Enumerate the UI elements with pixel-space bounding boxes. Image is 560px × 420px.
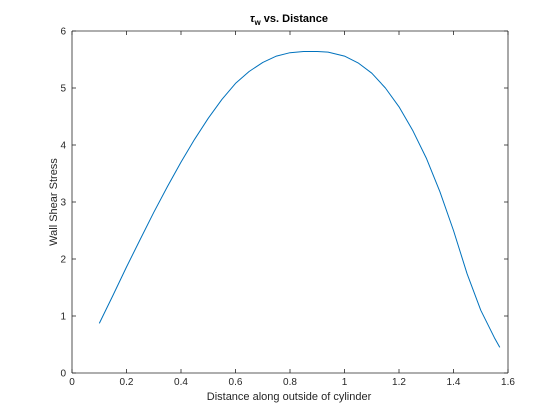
y-tick-label: 5 bbox=[60, 84, 66, 95]
y-tick-label: 1 bbox=[60, 312, 66, 323]
chart-title-symbol: τ bbox=[250, 13, 255, 25]
x-tick-label: 1.6 bbox=[501, 377, 515, 388]
x-tick-label: 1.2 bbox=[392, 377, 406, 388]
x-tick-label: 1 bbox=[342, 377, 348, 388]
x-tick-label: 1.4 bbox=[447, 377, 461, 388]
x-tick-label: 0 bbox=[69, 377, 75, 388]
x-axis-label: Distance along outside of cylinder bbox=[207, 391, 372, 403]
x-tick-label: 0.6 bbox=[229, 377, 243, 388]
y-axis-label: Wall Shear Stress bbox=[48, 158, 60, 246]
plot-area: 0 0.2 0.4 0.6 0.8 1 1.2 1.4 1.6 0 1 2 3 4 5 6 bbox=[60, 27, 515, 389]
y-tick-label: 4 bbox=[60, 141, 66, 152]
chart-title-text: vs. Distance bbox=[261, 13, 328, 25]
x-tick-label: 0.4 bbox=[174, 377, 188, 388]
y-tick-label: 2 bbox=[60, 255, 66, 266]
chart-title: τw vs. Distance bbox=[250, 13, 328, 27]
y-tick-label: 6 bbox=[60, 27, 66, 38]
y-tick-label: 3 bbox=[60, 198, 66, 209]
x-tick-label: 0.8 bbox=[283, 377, 297, 388]
y-tick-label: 0 bbox=[60, 369, 66, 380]
series-line bbox=[98, 51, 501, 348]
x-tick-label: 0.2 bbox=[120, 377, 134, 388]
chart-title-subscript: w bbox=[254, 18, 262, 27]
